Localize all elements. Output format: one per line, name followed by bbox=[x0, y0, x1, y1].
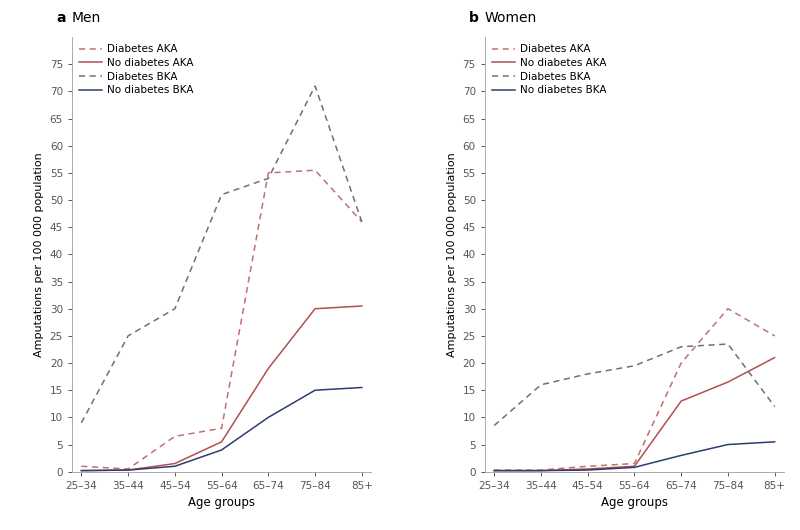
Y-axis label: Amputations per 100 000 population: Amputations per 100 000 population bbox=[447, 152, 457, 357]
Text: Men: Men bbox=[72, 11, 102, 25]
Text: Women: Women bbox=[485, 11, 537, 25]
Y-axis label: Amputations per 100 000 population: Amputations per 100 000 population bbox=[34, 152, 44, 357]
Text: a: a bbox=[57, 11, 66, 25]
X-axis label: Age groups: Age groups bbox=[188, 496, 255, 509]
Legend: Diabetes AKA, No diabetes AKA, Diabetes BKA, No diabetes BKA: Diabetes AKA, No diabetes AKA, Diabetes … bbox=[490, 42, 609, 98]
X-axis label: Age groups: Age groups bbox=[601, 496, 668, 509]
Legend: Diabetes AKA, No diabetes AKA, Diabetes BKA, No diabetes BKA: Diabetes AKA, No diabetes AKA, Diabetes … bbox=[78, 42, 196, 98]
Text: b: b bbox=[469, 11, 479, 25]
